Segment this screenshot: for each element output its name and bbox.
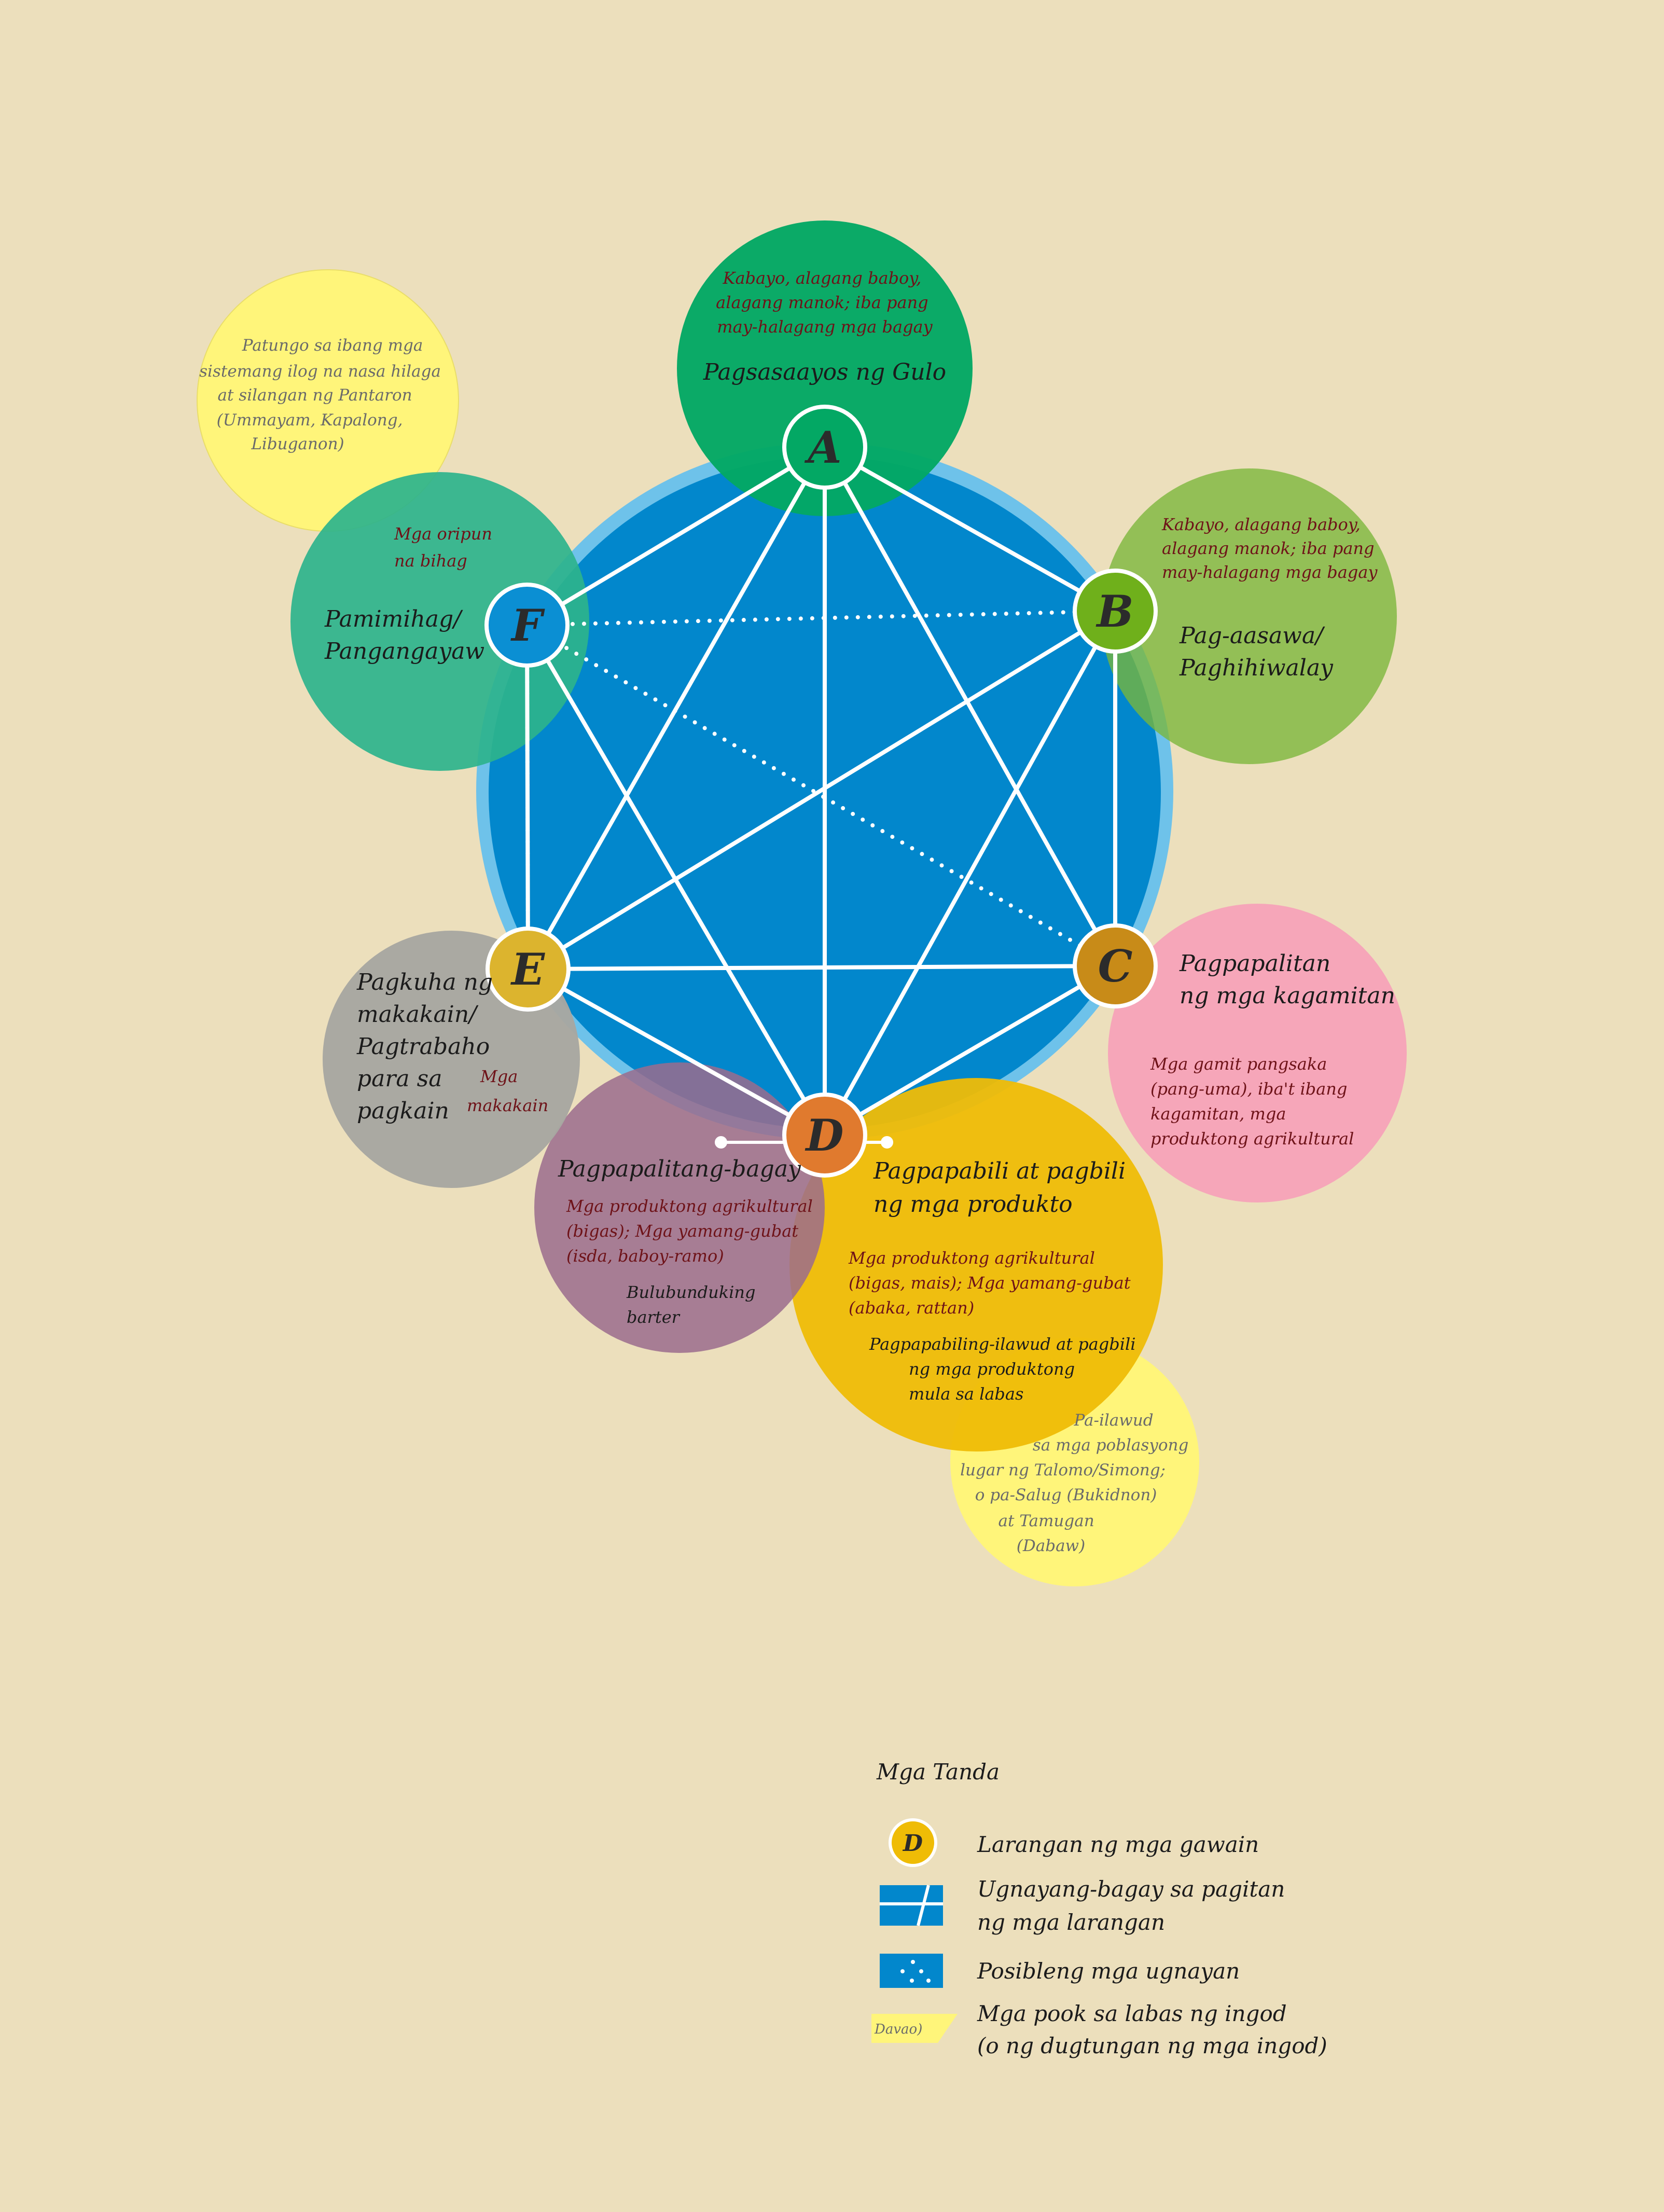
node-f-letter: F	[510, 600, 545, 651]
node-a[interactable]: A	[782, 405, 867, 490]
edge-c-d	[823, 964, 1117, 1137]
node-f-title: Pamimihag/ Pangangayaw	[324, 606, 484, 665]
legend-dotted-link-icon	[880, 1954, 943, 1988]
legend-item-dotted-link: Posibleng mga ugnayan	[880, 1954, 1240, 1988]
node-b-details: Kabayo, alagang baboy, alagang manok; ib…	[1161, 515, 1380, 582]
legend-field-icon-letter: D	[902, 1830, 923, 1857]
edge-f-b-possible	[525, 609, 1117, 627]
node-e-letter: E	[510, 944, 545, 995]
node-b-letter: B	[1096, 586, 1134, 637]
legend: Mga Tanda D Larangan ng mga gawain Ugnay…	[871, 1759, 1327, 2058]
field-circle-f	[290, 472, 589, 771]
node-b-title: Pag-aasawa/ Paghihiwalay	[1179, 623, 1334, 681]
edge-b-d	[823, 609, 1117, 1137]
legend-outside-area-label: Mga pook sa labas ng ingod (o ng dugtung…	[977, 2001, 1327, 2058]
edge-f-c-possible	[525, 623, 1117, 968]
legend-outside-area-icon	[871, 2014, 958, 2043]
node-a-title: Pagsasaayos ng Gulo	[703, 359, 946, 385]
edge-d-e	[526, 967, 827, 1137]
edge-b-e	[526, 609, 1117, 971]
dotted-connections	[525, 609, 1117, 971]
edge-f-d	[525, 623, 827, 1137]
node-e-title: Pagkuha ng makakain/ Pagtrabaho para sa …	[356, 969, 500, 1124]
edge-f-e-possible	[525, 623, 530, 971]
node-a-details: Kabayo, alagang baboy, alagang manok; ib…	[716, 268, 934, 337]
barter-details: Mga produktong agrikultural (bigas); Mga…	[566, 1196, 818, 1266]
edge-f-a	[525, 445, 827, 627]
node-c-details: Mga gamit pangsaka (pang-uma), iba't iba…	[1150, 1054, 1354, 1149]
legend-title: Mga Tanda	[876, 1759, 1000, 1785]
field-circle-a	[677, 220, 973, 516]
node-c-letter: C	[1098, 941, 1133, 992]
node-b[interactable]: B	[1073, 569, 1158, 654]
node-d-details: Mga produktong agrikultural (bigas, mais…	[848, 1248, 1136, 1318]
field-circle-barter	[534, 1062, 825, 1353]
node-a-letter: A	[804, 422, 841, 473]
outside-area-south-text: Pa-ilawud sa mga poblasyong lugar ng Tal…	[960, 1411, 1194, 1555]
edge-a-c	[823, 445, 1117, 968]
legend-field-icon	[889, 1818, 937, 1867]
outside-area-north-text: Patungo sa ibang mga sistemang ilog na n…	[199, 336, 446, 453]
node-e[interactable]: E	[486, 927, 571, 1012]
legend-item-solid-link: Ugnayang-bagay sa pagitan ng mga laranga…	[880, 1876, 1292, 1935]
legend-item-outside-area: Davao) Mga pook sa labas ng ingod (o ng …	[871, 2001, 1327, 2058]
edge-a-b	[823, 445, 1117, 613]
legend-dotted-link-label: Posibleng mga ugnayan	[977, 1958, 1240, 1984]
field-circle-b	[1101, 468, 1397, 764]
legend-outside-area-sample: Davao)	[874, 2022, 922, 2037]
barter-sub: Bulubunduking barter	[626, 1282, 761, 1327]
node-c[interactable]: C	[1073, 923, 1158, 1008]
field-circle-d	[789, 1078, 1163, 1451]
edge-a-e	[526, 445, 827, 971]
node-d-letter: D	[805, 1110, 844, 1161]
node-f-details: Mga oripun na bihag	[394, 524, 497, 571]
field-circle-c	[1108, 904, 1407, 1202]
node-e-details: Mga makakain	[467, 1067, 548, 1115]
barter-title: Pagpapalitang-bagay	[558, 1156, 801, 1182]
legend-field-label: Larangan ng mga gawain	[977, 1832, 1259, 1857]
node-d-sub: Pagpapabiling-ilawud at pagbili ng mga p…	[869, 1334, 1141, 1404]
edge-c-e	[526, 964, 1117, 971]
node-f[interactable]: F	[484, 583, 570, 668]
legend-solid-link-label: Ugnayang-bagay sa pagitan ng mga laranga…	[977, 1876, 1292, 1935]
node-d[interactable]: D	[782, 1093, 867, 1178]
node-c-title: Pagpapalitan ng mga kagamitan	[1179, 950, 1395, 1009]
node-d-title: Pagpapabili at pagbili ng mga produkto	[873, 1158, 1133, 1218]
legend-item-field: D Larangan ng mga gawain	[889, 1818, 1259, 1867]
